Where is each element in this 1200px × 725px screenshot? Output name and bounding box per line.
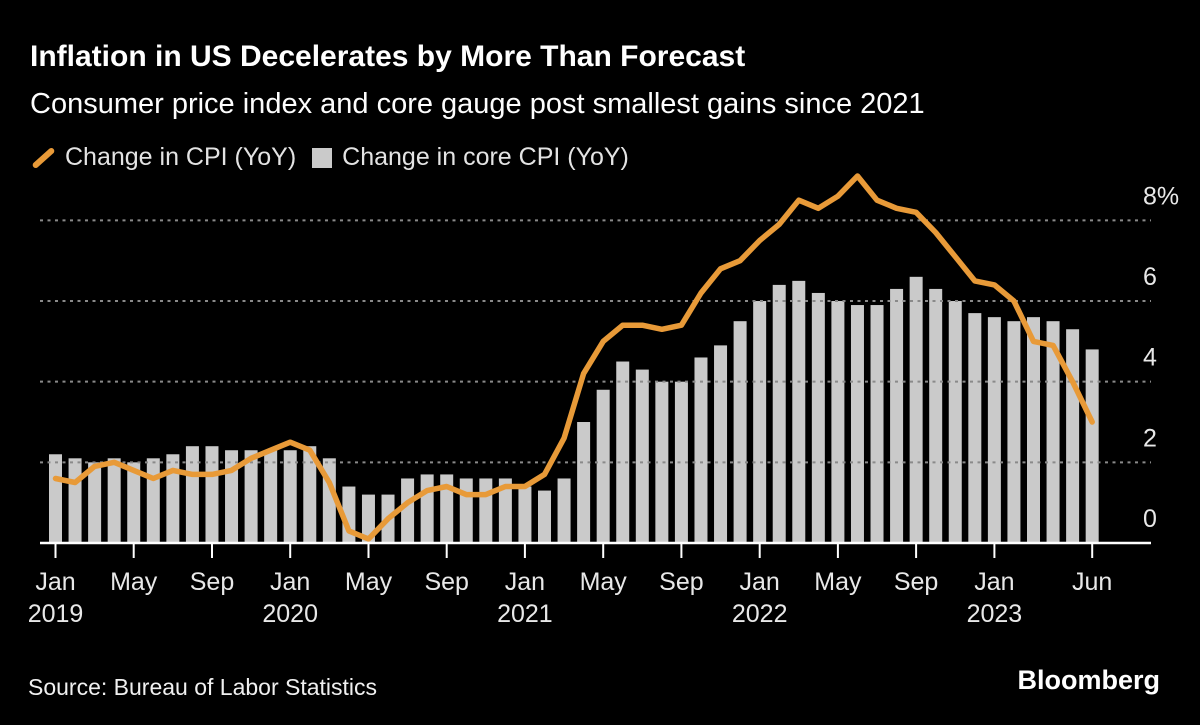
- core-cpi-bar: [753, 301, 767, 543]
- core-cpi-bar: [929, 288, 943, 543]
- core-cpi-bar: [1046, 321, 1060, 543]
- core-cpi-bar: [792, 280, 806, 543]
- core-cpi-bar: [557, 478, 571, 543]
- x-tick-label: May: [345, 568, 393, 596]
- core-cpi-bar: [49, 454, 62, 543]
- x-tick-label: Jan: [740, 568, 780, 596]
- legend-label-cpi: Change in CPI (YoY): [65, 143, 297, 171]
- core-cpi-bar: [205, 446, 219, 543]
- core-cpi-bar: [968, 313, 982, 543]
- core-cpi-bar: [303, 446, 317, 543]
- x-tick-label: Jan: [270, 568, 310, 596]
- legend-label-core-cpi: Change in core CPI (YoY): [342, 143, 629, 171]
- x-tick-label: Jan: [35, 568, 75, 596]
- core-cpi-bar: [772, 284, 786, 543]
- core-cpi-bar: [459, 478, 473, 543]
- core-cpi-bar: [146, 458, 160, 543]
- core-cpi-bar: [674, 381, 688, 543]
- inflation-chart: Jan 2019 May Sep Jan 2020 May Sep Jan 2021 May Sep J…: [28, 173, 1179, 628]
- cpi-line: [52, 173, 1095, 542]
- x-tick-label: Jan: [974, 568, 1014, 596]
- core-cpi-bar: [1085, 349, 1099, 543]
- bloomberg-logo: Bloomberg: [1017, 665, 1160, 695]
- core-cpi-bar: [244, 450, 258, 543]
- source-note: Source: Bureau of Labor Statistics: [28, 674, 378, 700]
- core-cpi-bar: [127, 462, 141, 543]
- core-cpi-bar: [401, 478, 415, 543]
- core-cpi-bar: [88, 462, 102, 543]
- chart-legend: Change in CPI (YoY) Change in core CPI (…: [28, 143, 629, 172]
- x-tick-label: May: [110, 568, 158, 596]
- core-cpi-bar: [577, 422, 591, 543]
- y-tick-label: 4: [1143, 344, 1157, 372]
- core-cpi-bar: [987, 317, 1001, 543]
- x-tick-label: Jan: [505, 568, 545, 596]
- core-cpi-bar: [107, 458, 121, 543]
- core-cpi-bar: [616, 361, 630, 543]
- core-cpi-bar: [733, 321, 747, 543]
- core-cpi-bar: [185, 446, 199, 543]
- legend-item-cpi: Change in CPI (YoY): [28, 143, 296, 172]
- core-cpi-bar: [1027, 317, 1040, 543]
- legend-item-core-cpi: Change in core CPI (YoY): [312, 143, 629, 172]
- core-cpi-bar: [498, 478, 512, 543]
- y-tick-label: 2: [1143, 424, 1157, 452]
- core-cpi-bar: [1007, 321, 1021, 543]
- core-cpi-bar: [811, 292, 825, 543]
- core-cpi-bar: [420, 474, 434, 543]
- core-cpi-bar: [538, 490, 551, 543]
- x-tick-year-label: 2022: [732, 600, 788, 628]
- core-cpi-bar: [655, 381, 669, 543]
- x-tick-label: Sep: [659, 568, 703, 596]
- core-cpi-bar: [850, 305, 864, 543]
- x-tick-label: Sep: [894, 568, 938, 596]
- core-cpi-bar: [518, 486, 532, 543]
- core-cpi-bar: [283, 450, 297, 543]
- x-tick-label: Sep: [190, 568, 234, 596]
- chart-subtitle: Consumer price index and core gauge post…: [30, 88, 925, 120]
- x-tick-label: Sep: [424, 568, 468, 596]
- y-tick-label: 8%: [1143, 182, 1179, 210]
- core-cpi-bar: [635, 369, 649, 543]
- x-tick-year-label: 2019: [28, 600, 84, 628]
- core-cpi-bar: [890, 288, 904, 543]
- x-tick-year-label: 2023: [967, 600, 1023, 628]
- core-cpi-bar: [479, 478, 493, 543]
- core-cpi-bar: [596, 389, 610, 543]
- y-tick-label: 0: [1143, 505, 1157, 533]
- core-cpi-bar: [440, 474, 454, 543]
- core-cpi-bar: [948, 301, 962, 543]
- core-cpi-bar: [225, 450, 239, 543]
- core-cpi-bar-swatch-icon: [312, 147, 333, 168]
- core-cpi-bar: [831, 301, 845, 543]
- core-cpi-bar: [909, 276, 923, 543]
- x-tick-year-label: 2020: [262, 600, 318, 628]
- chart-title: Inflation in US Decelerates by More Than…: [30, 40, 746, 73]
- core-cpi-bar: [870, 305, 884, 543]
- core-cpi-bar: [1066, 329, 1080, 543]
- core-cpi-bar: [361, 494, 375, 543]
- core-cpi-bar: [694, 357, 708, 543]
- y-tick-label: 6: [1143, 263, 1157, 291]
- core-cpi-bar: [68, 458, 82, 543]
- core-cpi-bar: [714, 345, 728, 543]
- core-cpi-bar: [166, 454, 180, 543]
- x-tick-year-label: 2021: [497, 600, 553, 628]
- x-tick-label: Jun: [1072, 568, 1112, 596]
- x-tick-label: May: [580, 568, 628, 596]
- x-tick-label: May: [814, 568, 862, 596]
- core-cpi-bar: [264, 450, 278, 543]
